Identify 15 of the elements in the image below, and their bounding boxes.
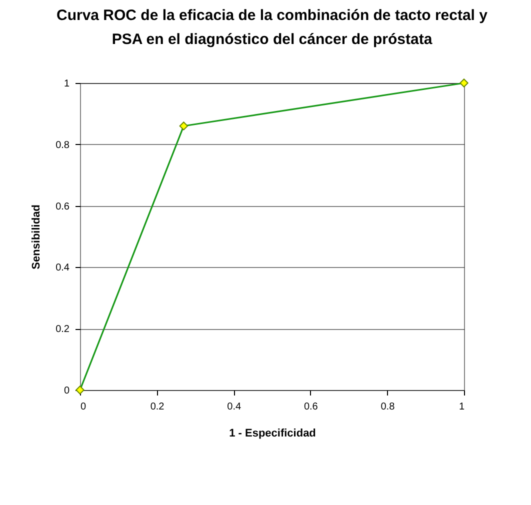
x-tick-label: 1 — [458, 402, 465, 412]
y-tick-label: 1 — [64, 78, 70, 90]
x-tick-label: 0 — [80, 402, 86, 412]
y-tick-label: 0.4 — [56, 262, 70, 274]
chart-title: Curva ROC de la eficacia de la combinación de tacto rectal y PSA en el diagnóstico del cáncer de próstata — [56, 7, 488, 48]
x-tick-label: 0.8 — [380, 402, 396, 412]
y-tick-label: 0.2 — [56, 324, 70, 336]
x-axis-title: 1 - Especificidad — [229, 428, 316, 440]
y-axis-title: Sensibilidad — [30, 204, 43, 270]
y-tick-label: 0.6 — [56, 201, 70, 212]
x-tick-label: 0.4 — [227, 402, 242, 412]
y-tick-label: 0.8 — [56, 140, 70, 151]
y-tick-label: 0 — [64, 386, 70, 396]
x-tick-label: 0.6 — [304, 402, 318, 412]
x-tick-label: 0.2 — [150, 402, 165, 412]
